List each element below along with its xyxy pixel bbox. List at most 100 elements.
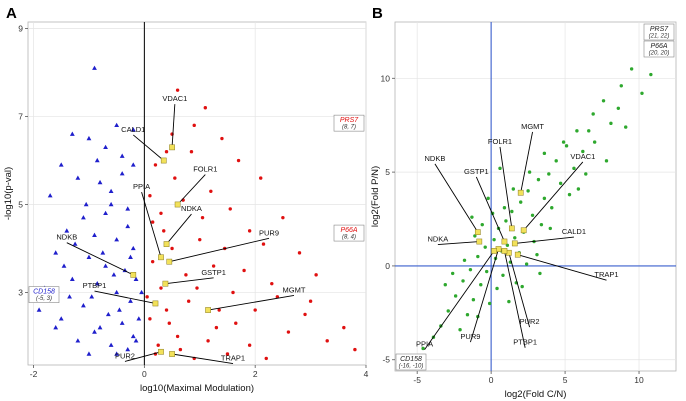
panel-a-offscale-name: PRS7 xyxy=(340,117,359,124)
panel-a-point-up xyxy=(159,286,163,290)
panel-b-point xyxy=(511,187,516,191)
panel-b-annotation-label: PPIA xyxy=(416,340,433,349)
panel-b-point xyxy=(501,273,505,278)
panel-b-y-tick-label: 10 xyxy=(381,73,391,83)
panel-a-y-tick-label: 3 xyxy=(18,287,23,297)
panel-a-point-down xyxy=(97,179,103,185)
panel-b-point xyxy=(584,172,588,176)
panel-a-point-down xyxy=(128,254,133,259)
panel-b-point xyxy=(458,328,462,332)
panel-a-point-down xyxy=(108,188,114,194)
panel-b-highlighted-point xyxy=(508,225,515,232)
panel-a-point-down xyxy=(130,245,136,251)
panel-a-point-down xyxy=(81,303,86,308)
panel-b-point xyxy=(538,271,542,276)
panel-b-point xyxy=(524,262,529,266)
panel-b-point xyxy=(483,245,487,249)
panel-b-point xyxy=(461,279,465,283)
panel-b-point xyxy=(502,206,507,210)
panel-b-annotation-label: GSTP1 xyxy=(464,167,489,176)
panel-b-y-axis-label: log2(Fold P/N) xyxy=(370,166,381,227)
panel-a-point-up xyxy=(189,150,194,154)
panel-a-highlighted-point xyxy=(163,241,170,247)
panel-a-highlighted-point xyxy=(152,300,159,307)
panel-a-x-tick-label: -2 xyxy=(30,369,38,379)
panel-b-offscale-name: P66A xyxy=(650,43,667,50)
panel-b-highlighted-point xyxy=(474,229,481,236)
panel-a-leader-line xyxy=(166,213,192,245)
panel-b-point xyxy=(468,267,473,272)
panel-b-offscale-box xyxy=(643,23,675,41)
panel-b-point xyxy=(572,166,576,171)
panel-b-point xyxy=(601,99,606,103)
panel-a-leader-line xyxy=(171,104,176,148)
panel-a-point-up xyxy=(167,321,171,325)
panel-a-point-up xyxy=(297,251,302,255)
panel-b-annotation-label: NDKA xyxy=(427,235,448,244)
panel-b-point xyxy=(576,187,581,191)
panel-b-annotation-label: MGMT xyxy=(521,122,544,131)
panel-b-point xyxy=(471,297,476,302)
panel-b-highlighted-point xyxy=(476,238,483,245)
panel-a-point-down xyxy=(133,276,139,281)
panel-a-point-down xyxy=(103,144,108,150)
panel-b-leader-line xyxy=(520,131,533,193)
panel-b-highlighted-point xyxy=(501,248,508,254)
panel-a-chart: -2 0 2 4 3 5 7 9 log10(Maximal Modulation) -log10… xyxy=(3,21,369,394)
panel-b-highlighted-point xyxy=(520,227,527,234)
panel-b-point xyxy=(554,159,558,163)
panel-b-point xyxy=(513,236,517,240)
panel-b-point xyxy=(587,129,591,133)
panel-a-point-down xyxy=(119,171,125,176)
panel-a-leader-line xyxy=(169,237,270,263)
panel-b-point xyxy=(450,271,455,276)
panel-b-point xyxy=(564,144,569,148)
panel-a-point-down xyxy=(75,338,81,343)
panel-a-point-down xyxy=(53,250,59,255)
panel-b-point xyxy=(465,313,470,317)
panel-b-point xyxy=(536,177,541,182)
panel-a-annotation-label: PTBP1 xyxy=(83,281,107,290)
panel-a-point-up xyxy=(164,308,169,312)
panel-a-highlighted-point xyxy=(160,157,167,164)
panel-a-point-down xyxy=(67,294,72,299)
panel-a-point-down xyxy=(133,338,139,343)
panel-a-x-axis-label: log10(Maximal Modulation) xyxy=(140,383,254,394)
panel-a-point-down xyxy=(86,254,92,259)
panel-a-highlighted-point xyxy=(130,272,137,278)
panel-a-point-up xyxy=(211,264,216,268)
panel-a-annotation-label: PUR2 xyxy=(115,351,135,360)
panel-b-point xyxy=(473,234,477,238)
panel-a-point-up xyxy=(228,207,232,211)
panel-a-point-down xyxy=(69,276,75,281)
panel-a-point-up xyxy=(242,268,246,273)
panel-b-point xyxy=(640,91,644,96)
panel-a-point-down xyxy=(86,135,92,141)
panel-a-point-up xyxy=(153,163,158,167)
panel-b-point xyxy=(462,258,467,262)
panel-a-y-axis-label: -log10(p-val) xyxy=(3,167,14,220)
panel-a-offscale-box xyxy=(333,224,365,242)
panel-a-point-up xyxy=(186,299,191,303)
panel-a-offscale-box xyxy=(333,114,365,132)
panel-a-annotation-label: PPIA xyxy=(133,182,150,191)
panel-a-point-down xyxy=(130,333,136,339)
panel-a-point-up xyxy=(214,325,219,330)
panel-a-point-up xyxy=(195,286,199,290)
panel-b-y-tick-label: 5 xyxy=(385,167,390,177)
panel-b-offscale-name: PRS7 xyxy=(650,26,669,33)
panel-a-point-down xyxy=(103,210,108,215)
panel-a-leader-line xyxy=(94,290,156,304)
panel-a-point-down xyxy=(86,351,92,356)
panel-a-point-up xyxy=(220,136,224,141)
panel-b-annotation-label: CALD1 xyxy=(562,227,586,236)
panel-a-point-down xyxy=(61,263,67,268)
panel-a-point-down xyxy=(83,201,89,207)
panel-a-highlighted-point xyxy=(158,348,164,355)
panel-a-point-up xyxy=(192,123,196,128)
panel-a-point-down xyxy=(105,311,111,317)
panel-a-point-down xyxy=(130,162,136,167)
panel-a-annotation-label: VDAC1 xyxy=(162,94,187,103)
panel-a-point-down xyxy=(72,241,78,246)
